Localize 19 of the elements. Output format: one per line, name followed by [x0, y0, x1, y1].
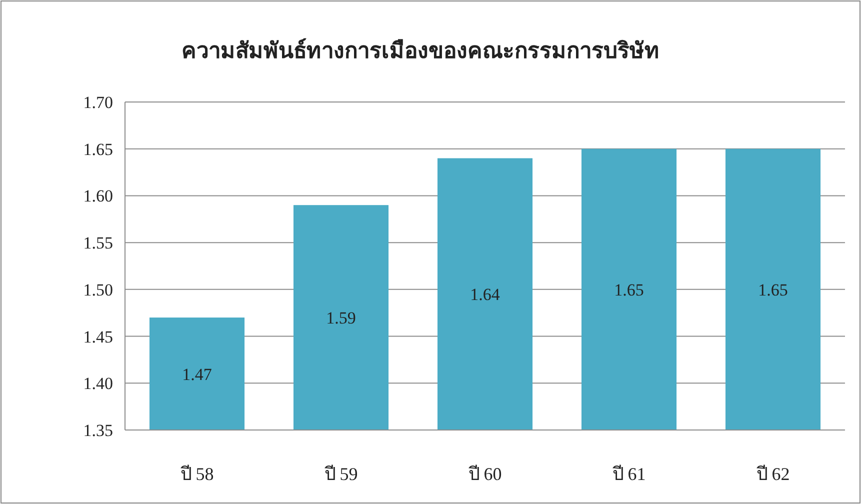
text: 1.70 — [83, 93, 113, 112]
text: 1.45 — [83, 327, 113, 346]
x-tick-label: ปี 58 — [180, 464, 214, 484]
data-label: 1.64 — [470, 285, 500, 304]
data-label: 1.59 — [326, 308, 356, 328]
text: 1.65 — [83, 140, 113, 159]
text: 1.50 — [83, 280, 113, 300]
data-label: 1.65 — [614, 280, 644, 300]
x-tick-label: ปี 60 — [468, 464, 502, 484]
text: 1.55 — [83, 234, 113, 253]
x-tick-label: ปี 62 — [756, 464, 790, 484]
data-label: 1.47 — [182, 364, 212, 384]
x-tick-label: ปี 61 — [612, 464, 646, 484]
chart-title: ความสัมพันธ์ทางการเมืองของคณะกรรมการบริษัท — [182, 38, 660, 63]
x-tick-label: ปี 59 — [324, 464, 358, 484]
text: 1.60 — [83, 186, 113, 206]
text: 1.35 — [83, 421, 113, 440]
data-label: 1.65 — [758, 280, 788, 300]
text: 1.40 — [83, 374, 113, 394]
